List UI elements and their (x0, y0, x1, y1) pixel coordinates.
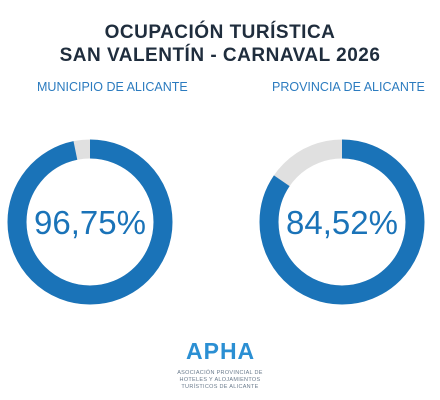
logo-org-line2: HOTELES Y ALOJAMIENTOS (179, 377, 261, 383)
donut-value-municipio: 96,75% (34, 204, 146, 241)
page-title-line1: OCUPACIÓN TURÍSTICA (104, 22, 336, 43)
logo-mark: APHA (186, 338, 256, 364)
logo-org-line3: TURÍSTICOS DE ALICANTE (181, 384, 259, 390)
donut-value-provincia: 84,52% (286, 204, 398, 241)
chart-subtitle-provincia: PROVINCIA DE ALICANTE (272, 80, 425, 94)
logo-org-line1: ASOCIACIÓN PROVINCIAL DE (177, 370, 263, 376)
page-title-line2: SAN VALENTÍN - CARNAVAL 2026 (59, 45, 381, 66)
chart-subtitle-municipio: MUNICIPIO DE ALICANTE (37, 80, 188, 94)
donut-arc-provincia (259, 139, 425, 305)
donut-arc-municipio (7, 139, 173, 305)
